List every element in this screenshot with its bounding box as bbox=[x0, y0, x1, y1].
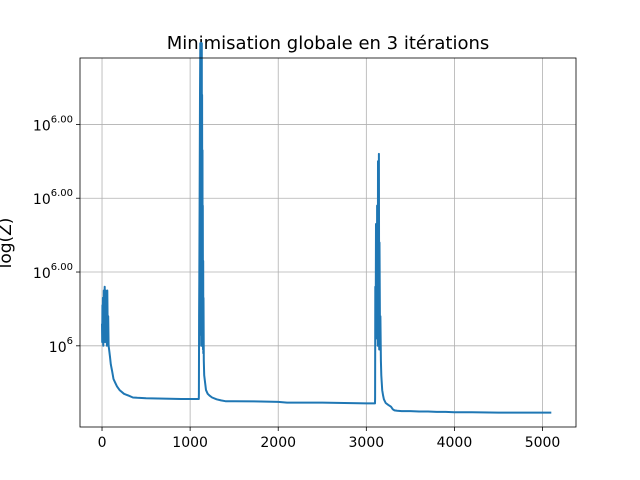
x-tick-label: 0 bbox=[98, 435, 107, 451]
x-axis: 0 1000 2000 3000 4000 5000 bbox=[98, 427, 561, 451]
y-tick-base: 10 bbox=[33, 118, 51, 134]
x-tick-label: 4000 bbox=[437, 435, 473, 451]
y-tick-base: 10 bbox=[49, 340, 67, 356]
grid bbox=[80, 58, 576, 427]
x-tick-label: 5000 bbox=[525, 435, 561, 451]
y-tick-base: 10 bbox=[33, 266, 51, 282]
series-line bbox=[101, 42, 552, 414]
y-tick-exponent: 6.00 bbox=[51, 188, 73, 199]
x-tick-label: 2000 bbox=[260, 435, 296, 451]
y-tick-label: 106 bbox=[49, 336, 73, 356]
y-tick-label: 106.00 bbox=[33, 114, 73, 134]
plot-frame bbox=[79, 57, 577, 428]
x-tick-label: 3000 bbox=[349, 435, 385, 451]
x-tick-label: 1000 bbox=[172, 435, 208, 451]
series-layer bbox=[101, 42, 552, 414]
chart-title: Minimisation globale en 3 itérations bbox=[167, 33, 490, 54]
y-tick-exponent: 6.00 bbox=[51, 114, 73, 125]
y-tick-label: 106.00 bbox=[33, 188, 73, 208]
y-tick-base: 10 bbox=[33, 192, 51, 208]
y-tick-exponent: 6 bbox=[67, 336, 73, 347]
y-axis-label: log(Z) bbox=[0, 218, 16, 269]
y-tick-label: 106.00 bbox=[33, 262, 73, 282]
y-tick-exponent: 6.00 bbox=[51, 262, 73, 273]
